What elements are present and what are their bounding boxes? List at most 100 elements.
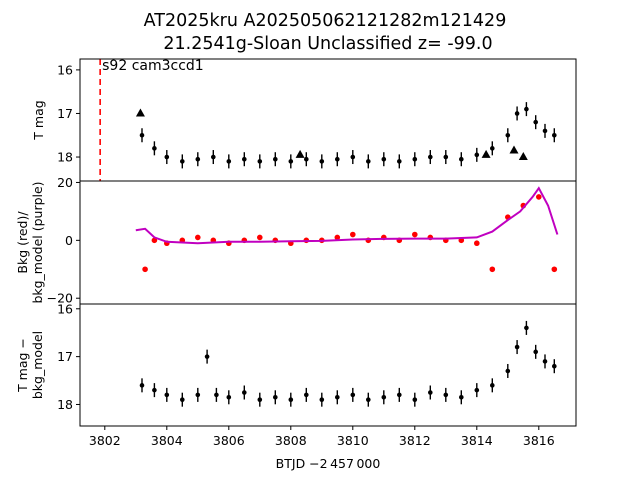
panel-bottom-series-0-point-14 [335, 394, 340, 400]
panel-top-series-0-point-21 [459, 156, 464, 162]
panel-middle-series-0-point-8 [257, 234, 263, 241]
panel-top-series-0-point-12 [319, 159, 325, 164]
xtick-label-3806: 3806 [213, 433, 245, 448]
panel-bottom-series-0-point-0 [139, 383, 145, 388]
panel-bottom-series-0-point-15 [350, 392, 356, 398]
panel-bottom-series-0-point-11 [288, 397, 294, 402]
panel-top-marks [135, 102, 557, 169]
panel-top-series-0-point-20 [443, 154, 449, 160]
panel-bottom-ylabel: T mag −bkg_model [15, 331, 45, 399]
panel-middle-marks [135, 186, 559, 273]
panel-top-series-1-point-1 [295, 149, 305, 158]
panel-bottom-series-0-point-24 [490, 383, 495, 388]
panel-top-series-0-point-10 [288, 159, 294, 164]
figure-title-line-1: AT2025kru A202505062121282m121429 [144, 11, 507, 31]
panel-bottom-ytick-label-17: 17 [57, 349, 73, 364]
panel-middle-series-0-point-13 [334, 234, 341, 241]
panel-middle-ytick-label-0: 0 [65, 233, 73, 248]
panel-middle-ytick-label-20: 20 [57, 175, 73, 190]
panel-bottom-series-0-point-22 [459, 394, 464, 400]
x-axis-label: BTJD −2 457 000 [276, 456, 381, 471]
panel-bottom-ytick-label-18: 18 [57, 397, 73, 412]
panel-middle-series-0-point-22 [474, 240, 480, 247]
panel-middle-series-0-point-4 [195, 234, 201, 241]
panel-top-series-0-point-22 [474, 152, 480, 158]
panel-top-series-1-point-2 [481, 149, 491, 158]
panel-bottom-series-0-point-25 [505, 368, 511, 374]
axis-ticks [76, 69, 540, 430]
panel-top-series-0-point-7 [242, 156, 247, 162]
panel-bottom-series-0-point-7 [226, 394, 232, 400]
panel-bottom-series-0-point-17 [381, 394, 387, 400]
panel-top-annotation: s92 cam3ccd1 [102, 58, 204, 74]
panel-middle-ytick-label--20: −20 [47, 291, 73, 306]
panel-top-series-0-point-16 [381, 156, 387, 162]
panel-middle-series-0-point-23 [489, 266, 496, 273]
panel-top-series-1-point-3 [509, 145, 519, 154]
panel-top-series-0-point-18 [412, 156, 418, 162]
panel-top-series-0-point-23 [490, 146, 495, 151]
panel-bottom-series-0-point-4 [195, 392, 201, 398]
panel-bottom-series-0-point-12 [304, 392, 309, 398]
panel-top-series-0-point-17 [397, 159, 402, 164]
panel-top-ytick-label-17: 17 [57, 106, 73, 121]
panel-middle-ylabel: Bkg (red)/bkg_model (purple) [15, 181, 45, 303]
panel-top-series-0-point-8 [257, 159, 263, 164]
panel-middle-series-1-line [135, 186, 559, 245]
figure-title-line-2: 21.2541g-Sloan Unclassified z= -99.0 [163, 34, 492, 54]
panel-bottom-series-0-point-13 [319, 397, 325, 402]
panel-bottom-series-0-point-18 [397, 392, 402, 398]
panel-top-series-0-point-24 [505, 132, 511, 138]
panel-bottom-ytick-label-16: 16 [57, 301, 73, 316]
xtick-label-3810: 3810 [337, 433, 369, 448]
panel-top-series-0-point-25 [514, 111, 520, 116]
panel-bottom-series-0-point-9 [257, 397, 263, 402]
panel-top-series-0-point-1 [152, 146, 157, 151]
xtick-label-3814: 3814 [461, 433, 493, 448]
panel-middle-series-0-point-26 [536, 194, 542, 200]
panel-bottom-series-0-point-2 [164, 392, 170, 398]
panel-top-ytick-label-18: 18 [57, 150, 73, 165]
panel-frames [79, 58, 577, 427]
panel-top-ylabel: T mag [31, 100, 46, 140]
panel-top-frame [79, 58, 577, 182]
panel-top-series-0-point-2 [164, 154, 170, 160]
xtick-label-3816: 3816 [523, 433, 555, 448]
panel-bottom-series-0-point-6 [214, 392, 219, 398]
panel-bottom-series-0-point-23 [474, 387, 480, 393]
panel-top-series-0-point-5 [211, 154, 216, 160]
chart-marks [99, 59, 559, 407]
panel-bottom-series-0-point-29 [542, 359, 548, 364]
panel-bottom-series-0-point-5 [204, 354, 210, 359]
panel-top-series-0-point-4 [195, 156, 201, 162]
panel-bottom-series-0-point-30 [552, 363, 557, 369]
panel-middle-series-0-point-27 [551, 266, 558, 273]
panel-bottom-series-0-point-19 [412, 397, 418, 402]
panel-middle-series-0-point-18 [412, 231, 418, 238]
panel-middle-series-0-point-14 [350, 231, 356, 238]
panel-top-series-0-point-26 [524, 106, 529, 112]
panel-top-series-0-point-19 [428, 154, 433, 160]
xtick-label-3812: 3812 [399, 433, 431, 448]
panel-top-series-0-point-0 [139, 132, 145, 138]
panel-top-series-0-point-9 [273, 156, 278, 162]
panel-bottom-frame [79, 303, 577, 427]
panel-bottom-series-0-point-26 [514, 344, 520, 350]
panel-top-series-0-point-11 [304, 156, 309, 162]
panel-top-series-0-point-15 [366, 159, 371, 164]
panel-bottom-series-0-point-21 [443, 392, 449, 398]
xtick-label-3808: 3808 [275, 433, 307, 448]
panel-bottom-series-0-point-8 [242, 390, 247, 395]
panel-top-series-0-point-13 [335, 156, 340, 162]
xtick-label-3804: 3804 [151, 433, 183, 448]
panel-top-series-0-point-29 [552, 132, 557, 138]
panel-top-series-0-point-14 [350, 154, 356, 160]
panel-bottom-series-0-point-20 [428, 390, 433, 395]
panel-bottom-marks [139, 320, 557, 407]
panel-bottom-series-0-point-1 [152, 387, 157, 393]
panel-top-series-0-point-3 [180, 159, 185, 164]
panel-bottom-series-0-point-10 [273, 394, 278, 400]
panel-top-ytick-label-16: 16 [57, 62, 73, 77]
xtick-label-3802: 3802 [89, 433, 121, 448]
